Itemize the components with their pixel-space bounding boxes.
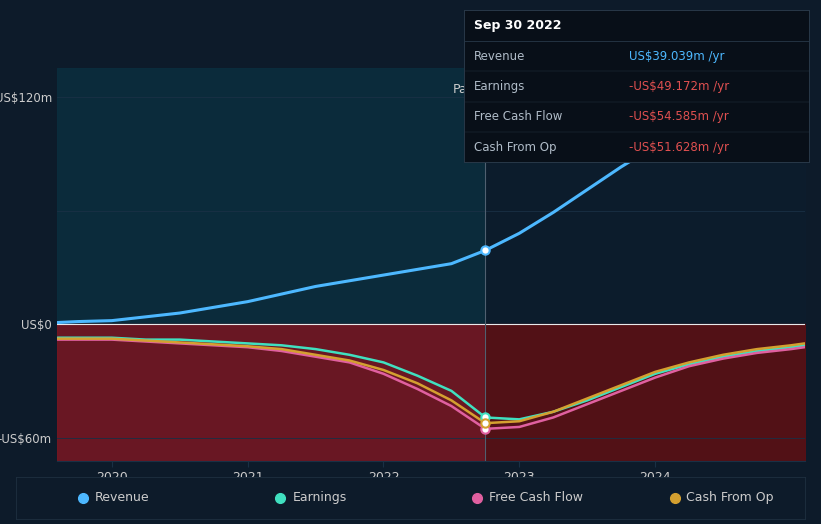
Bar bbox=[57, 68, 485, 461]
Text: Cash From Op: Cash From Op bbox=[686, 492, 774, 504]
Text: Free Cash Flow: Free Cash Flow bbox=[489, 492, 583, 504]
Text: -US$49.172m /yr: -US$49.172m /yr bbox=[630, 80, 730, 93]
Text: Sep 30 2022: Sep 30 2022 bbox=[475, 19, 562, 32]
Text: US$39.039m /yr: US$39.039m /yr bbox=[630, 50, 725, 62]
Text: Free Cash Flow: Free Cash Flow bbox=[475, 111, 562, 123]
Text: Revenue: Revenue bbox=[95, 492, 150, 504]
Text: Earnings: Earnings bbox=[292, 492, 346, 504]
Bar bbox=[485, 68, 805, 461]
Text: Earnings: Earnings bbox=[475, 80, 525, 93]
Text: Analysts Forecasts: Analysts Forecasts bbox=[492, 83, 608, 96]
Text: Revenue: Revenue bbox=[475, 50, 525, 62]
Text: -US$54.585m /yr: -US$54.585m /yr bbox=[630, 111, 729, 123]
Text: Past: Past bbox=[452, 83, 479, 96]
Text: -US$51.628m /yr: -US$51.628m /yr bbox=[630, 141, 729, 154]
Text: Cash From Op: Cash From Op bbox=[475, 141, 557, 154]
